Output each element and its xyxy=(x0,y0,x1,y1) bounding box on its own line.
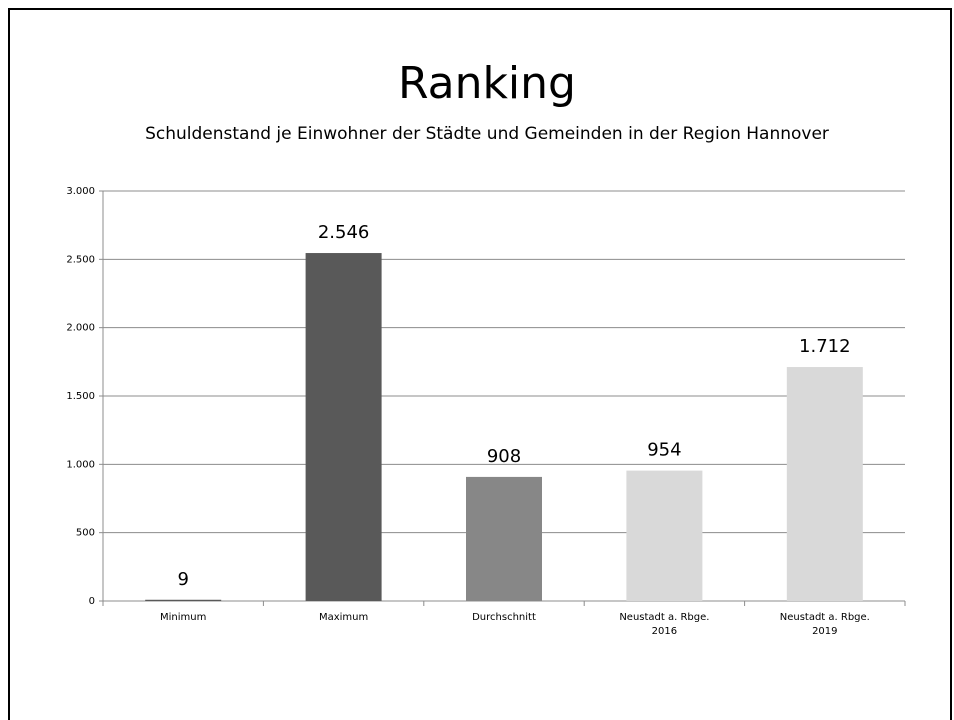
y-tick-label: 2.500 xyxy=(66,254,95,265)
x-tick-label: Neustadt a. Rbge. 2016 xyxy=(619,612,710,637)
y-tick-label: 3.000 xyxy=(66,186,95,197)
value-label: 1.712 xyxy=(799,336,851,357)
slide xyxy=(8,8,952,720)
value-label: 954 xyxy=(647,440,681,461)
bar xyxy=(786,367,863,601)
bar xyxy=(466,476,542,601)
bar xyxy=(145,599,222,601)
x-tick-label: Neustadt a. Rbge. 2019 xyxy=(779,612,870,637)
y-tick-label: 2.000 xyxy=(66,323,95,334)
chart-title: Ranking xyxy=(398,58,576,109)
bar xyxy=(305,253,382,601)
x-tick-label: Maximum xyxy=(318,612,369,623)
bar xyxy=(626,470,703,601)
chart-subtitle: Schuldenstand je Einwohner der Städte un… xyxy=(145,124,829,144)
x-tick-label: Durchschnitt xyxy=(472,612,536,623)
value-label: 9 xyxy=(177,569,188,590)
y-tick-label: 500 xyxy=(76,528,95,539)
y-tick-label: 1.000 xyxy=(66,459,95,470)
x-tick-label: Minimum xyxy=(160,612,207,623)
y-tick-label: 1.500 xyxy=(66,391,95,402)
value-label: 2.546 xyxy=(318,222,370,243)
y-tick-label: 0 xyxy=(89,596,95,607)
value-label: 908 xyxy=(487,446,521,467)
